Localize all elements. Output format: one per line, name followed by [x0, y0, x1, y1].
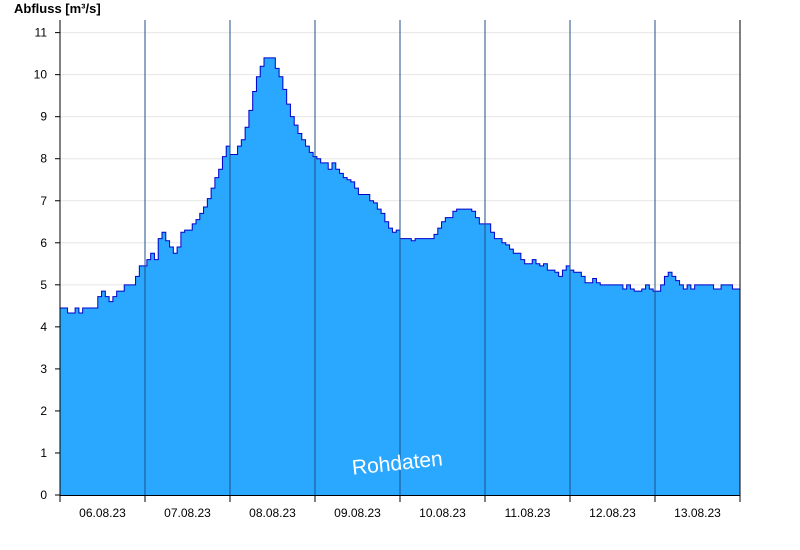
y-axis-ticks: 0 1 2 3 4 5 6 7 8 9 10 11: [34, 26, 60, 502]
y-tick-label-7: 7: [40, 194, 47, 208]
y-tick-label-1: 1: [40, 446, 47, 460]
y-tick-label-3: 3: [40, 362, 47, 376]
x-tick-label-2: 08.08.23: [249, 506, 296, 520]
x-axis-ticks: 06.08.23 07.08.23 08.08.23 09.08.23 10.08.23…: [59, 495, 741, 520]
y-tick-label-5: 5: [40, 278, 47, 292]
x-tick-label-3: 09.08.23: [334, 506, 381, 520]
x-tick-label-1: 07.08.23: [164, 506, 211, 520]
y-tick-label-8: 8: [40, 152, 47, 166]
y-axis-title: Abfluss [m³/s]: [14, 1, 101, 16]
y-tick-label-11: 11: [35, 26, 48, 40]
x-tick-label-5: 11.08.23: [505, 506, 551, 520]
discharge-line: [60, 57, 740, 314]
day-dividers: [144, 20, 656, 495]
y-tick-label-9: 9: [40, 110, 47, 124]
y-tick-label-2: 2: [40, 404, 47, 418]
y-tick-label-6: 6: [40, 236, 47, 250]
y-tick-label-4: 4: [40, 320, 47, 334]
x-tick-label-4: 10.08.23: [419, 506, 466, 520]
x-tick-label-0: 06.08.23: [79, 506, 126, 520]
x-tick-label-6: 12.08.23: [589, 506, 636, 520]
y-tick-label-10: 10: [34, 68, 48, 82]
y-tick-label-0: 0: [40, 488, 47, 502]
x-tick-label-7: 13.08.23: [674, 506, 721, 520]
